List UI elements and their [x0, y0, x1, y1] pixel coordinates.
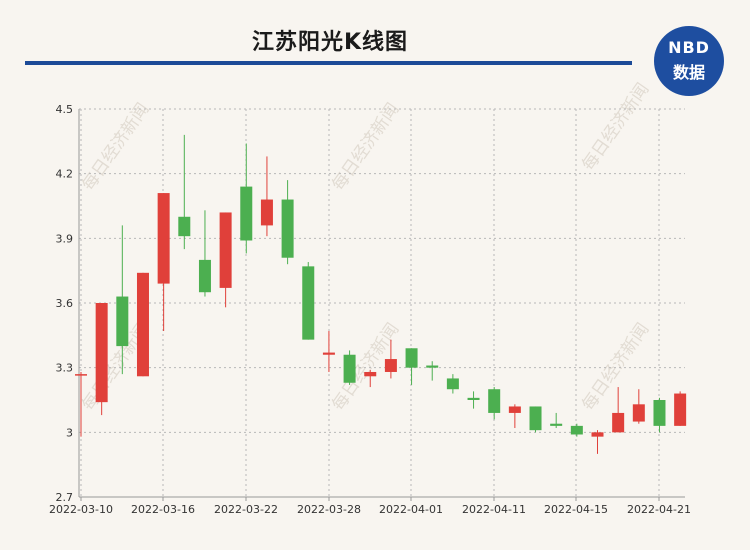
candle-body — [632, 404, 645, 422]
nbd-logo: NBD 数据 — [654, 26, 724, 96]
candle-body — [95, 303, 108, 403]
candle-body — [136, 272, 149, 377]
y-tick-label: 2.7 — [56, 491, 74, 504]
y-tick-label: 4.2 — [56, 168, 74, 181]
candle — [364, 369, 377, 388]
candle-body — [343, 354, 356, 383]
candle — [488, 387, 501, 420]
candle — [322, 331, 335, 372]
candle-body — [529, 406, 542, 431]
candle — [302, 262, 315, 340]
y-tick-label: 3 — [66, 426, 73, 439]
candle — [508, 404, 521, 429]
watermark-text: 每日经济新闻 — [578, 320, 653, 415]
candle-body — [240, 186, 253, 241]
candle — [281, 180, 294, 265]
candle-body — [178, 216, 191, 237]
candle — [95, 303, 108, 416]
candle-body — [591, 432, 604, 437]
x-tick-label: 2022-04-01 — [379, 503, 443, 516]
candle — [75, 371, 87, 437]
candle — [570, 423, 583, 437]
candle — [426, 361, 439, 381]
candle-body — [405, 348, 418, 368]
candle — [240, 143, 253, 254]
candle — [178, 134, 191, 250]
candle — [529, 406, 542, 433]
candle-body — [302, 266, 315, 340]
candle-body — [322, 352, 335, 355]
candle-body — [198, 259, 211, 293]
logo-line-2: 数据 — [672, 63, 705, 82]
y-tick-label: 3.9 — [56, 232, 74, 245]
x-tick-label: 2022-03-28 — [297, 503, 361, 516]
candle-body — [570, 425, 583, 435]
candle-body — [467, 397, 480, 400]
candle-body — [364, 371, 377, 377]
candle-body — [612, 412, 625, 433]
chart-title: 江苏阳光K线图 — [251, 30, 409, 55]
candle — [136, 272, 149, 377]
candle — [446, 374, 459, 394]
candle-body — [488, 389, 501, 413]
candle-body — [508, 406, 521, 413]
candle — [157, 193, 170, 332]
x-tick-label: 2022-03-16 — [131, 503, 195, 516]
candle-body — [384, 359, 397, 372]
candle-body — [426, 365, 439, 368]
candle-body — [116, 296, 129, 347]
candle — [219, 212, 232, 308]
x-tick-label: 2022-04-21 — [627, 503, 691, 516]
candle — [612, 387, 625, 433]
logo-line-1: NBD — [668, 38, 710, 57]
watermark-text: 每日经济新闻 — [78, 100, 153, 195]
candle — [260, 156, 273, 237]
candles — [75, 134, 687, 454]
candle — [405, 348, 418, 385]
y-tick-label: 4.5 — [56, 103, 74, 116]
candle-body — [446, 378, 459, 390]
x-tick-label: 2022-04-11 — [462, 503, 526, 516]
watermark-text: 每日经济新闻 — [328, 100, 403, 195]
candle-body — [219, 212, 232, 288]
candle-body — [550, 423, 563, 426]
candle-body — [653, 400, 666, 426]
x-tick-label: 2022-03-22 — [214, 503, 278, 516]
x-tick-label: 2022-03-10 — [49, 503, 113, 516]
title-rule — [25, 61, 632, 65]
candle — [467, 391, 480, 409]
candle-body — [260, 199, 273, 226]
candle — [198, 210, 211, 297]
candle — [550, 412, 563, 429]
x-tick-label: 2022-04-15 — [544, 503, 608, 516]
candle — [116, 225, 129, 375]
y-tick-label: 3.6 — [56, 297, 74, 310]
candle — [674, 391, 687, 426]
candle — [632, 389, 645, 424]
candle — [591, 430, 604, 454]
y-tick-label: 3.3 — [56, 362, 74, 375]
candle-body — [75, 374, 87, 376]
watermark-text: 每日经济新闻 — [578, 80, 653, 175]
candle-body — [674, 393, 687, 426]
candle — [384, 339, 397, 379]
candle-body — [157, 193, 170, 284]
candle — [343, 350, 356, 385]
candle-body — [281, 199, 294, 258]
candle — [653, 397, 666, 433]
